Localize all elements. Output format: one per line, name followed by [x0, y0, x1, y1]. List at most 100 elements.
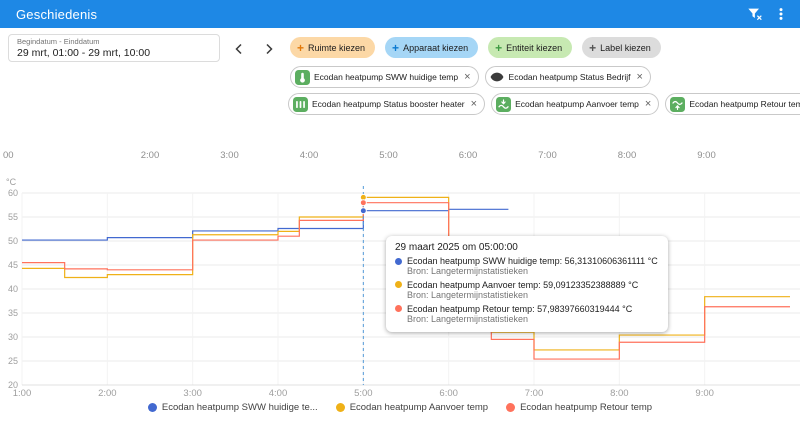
filter-remove-button[interactable] [742, 1, 768, 27]
legend-label: Ecodan heatpump SWW huidige te... [161, 402, 318, 413]
remove-icon[interactable]: × [636, 70, 643, 83]
legend-color-dot [335, 403, 345, 412]
tooltip-series-text: Ecodan heatpump Retour temp: 57,98397660… [407, 303, 633, 314]
filter-chip-label: Apparaat kiezen [403, 42, 469, 53]
top-axis-tick-label: 5:00 [379, 150, 398, 161]
entity-chip-label: Ecodan heatpump Status Bedrijf [508, 72, 631, 82]
legend-item-ecodan-heatpump-retour-temp[interactable]: Ecodan heatpump Retour temp [506, 402, 652, 413]
kebab-menu-icon [779, 8, 783, 20]
filter-chip-ruimte-kiezen[interactable]: + Ruimte kiezen [290, 37, 376, 58]
entity-chip-label: Ecodan heatpump Aanvoer temp [515, 99, 639, 109]
return-temp-icon [670, 96, 686, 112]
remove-icon[interactable]: × [470, 97, 478, 110]
chevron-right-icon [266, 43, 273, 55]
legend-item-ecodan-heatpump-aanvoer-temp[interactable]: Ecodan heatpump Aanvoer temp [335, 402, 489, 413]
date-range-picker[interactable]: Begindatum - Einddatum 29 mrt, 01:00 - 2… [8, 34, 220, 62]
x-axis-tick-label: 4:00 [269, 388, 288, 399]
chevron-left-icon [235, 43, 242, 55]
series-color-dot [395, 281, 402, 289]
app-header: Geschiedenis [0, 0, 800, 28]
top-axis-tick-label: 3:00 [220, 150, 239, 161]
entity-chip-ecodan-heatpump-retour-temp[interactable]: Ecodan heatpump Retour temp× [665, 93, 800, 115]
x-axis-tick-label: 5:00 [354, 388, 373, 399]
remove-icon[interactable]: × [644, 97, 652, 110]
legend-label: Ecodan heatpump Aanvoer temp [349, 402, 489, 413]
prev-period-button[interactable] [228, 38, 250, 60]
y-axis-tick-label: 20 [8, 380, 18, 390]
entity-chip-label: Ecodan heatpump Status booster heater [312, 99, 465, 109]
y-axis-tick-label: 60 [8, 188, 18, 198]
top-axis-tick-label: 7:00 [538, 150, 557, 161]
top-axis-tick-label: 2:00 [140, 150, 160, 161]
flow-temp-icon [496, 96, 512, 112]
legend-color-dot [506, 403, 516, 412]
x-axis-tick-label: 6:00 [439, 388, 458, 399]
highlight-point [359, 199, 367, 207]
chart-tooltip: 29 maart 2025 om 05:00:00 Ecodan heatpum… [386, 236, 668, 332]
entity-chip-ecodan-heatpump-sww-huidige-temp[interactable]: Ecodan heatpump SWW huidige temp × [290, 66, 479, 88]
top-axis-tick-label: 00 [3, 150, 14, 161]
entity-chip-ecodan-heatpump-status-bedrijf[interactable]: Ecodan heatpump Status Bedrijf × [484, 66, 651, 88]
overflow-menu-button[interactable] [768, 1, 794, 27]
page-title: Geschiedenis [16, 6, 98, 22]
plus-icon: + [392, 40, 400, 55]
x-axis-tick-label: 2:00 [98, 388, 117, 399]
y-axis-tick-label: 50 [8, 236, 18, 246]
highlight-point [359, 207, 367, 215]
y-axis-tick-label: 45 [8, 260, 18, 270]
next-period-button[interactable] [258, 38, 280, 60]
x-axis-tick-label: 8:00 [610, 388, 629, 399]
top-axis-tick-label: 4:00 [299, 150, 319, 161]
entity-chip-ecodan-heatpump-status-booster-heater[interactable]: Ecodan heatpump Status booster heater × [288, 93, 486, 115]
x-axis-tick-label: 9:00 [695, 388, 714, 399]
tooltip-series-text: Ecodan heatpump Aanvoer temp: 59,0912335… [407, 279, 639, 290]
x-axis-tick-label: 1:00 [13, 388, 32, 399]
plus-icon: + [297, 40, 305, 55]
tooltip-items: Ecodan heatpump SWW huidige temp: 56,313… [395, 256, 658, 325]
filter-chip-label-kiezen[interactable]: + Label kiezen [582, 37, 661, 58]
filter-chip-entiteit-kiezen[interactable]: + Entiteit kiezen [488, 37, 573, 58]
legend-label: Ecodan heatpump Retour temp [520, 402, 653, 413]
date-range-label: Begindatum - Einddatum [17, 37, 100, 46]
filter-chip-label: Entiteit kiezen [506, 42, 563, 53]
y-axis-tick-label: 25 [8, 356, 18, 366]
series-color-dot [395, 305, 402, 313]
filter-remove-icon [748, 8, 762, 21]
y-axis-tick-label: 35 [8, 308, 18, 318]
legend-color-dot [147, 403, 157, 412]
top-axis-tick-label: 8:00 [617, 150, 637, 161]
x-axis-tick-label: 7:00 [525, 388, 544, 399]
filter-chip-label: Ruimte kiezen [308, 42, 366, 53]
tooltip-series-text: Ecodan heatpump SWW huidige temp: 56,313… [407, 256, 658, 266]
chart-legend: Ecodan heatpump SWW huidige te... Ecodan … [0, 402, 800, 413]
timeline-time-axis: 00 2:00 3:00 4:00 5:00 6:00 7:00 8:00 9:00 [0, 150, 800, 162]
remove-icon[interactable]: × [464, 70, 471, 83]
plus-icon: + [589, 40, 597, 55]
legend-item-ecodan-heatpump-sww-huidige-te[interactable]: Ecodan heatpump SWW huidige te... [147, 402, 318, 413]
thermometer-icon [295, 69, 310, 85]
tooltip-series-item: Ecodan heatpump Aanvoer temp: 59,0912335… [395, 280, 658, 290]
series-color-dot [395, 257, 402, 265]
filter-chip-label: Label kiezen [600, 42, 651, 53]
entity-chip-ecodan-heatpump-aanvoer-temp[interactable]: Ecodan heatpump Aanvoer temp × [491, 93, 660, 115]
tooltip-series-item: Ecodan heatpump Retour temp: 57,98397660… [395, 304, 658, 314]
entity-chip-label: Ecodan heatpump SWW huidige temp [314, 72, 459, 82]
tooltip-source-text: Bron: Langetermijnstatistieken [407, 266, 529, 276]
plus-icon: + [495, 40, 503, 55]
entity-chip-row-2: Ecodan heatpump Status booster heater × Ec… [288, 93, 800, 115]
top-axis-tick-label: 9:00 [697, 150, 716, 161]
entity-chip-row-1: Ecodan heatpump SWW huidige temp × Ecodan … [290, 66, 651, 88]
tooltip-series-item: Ecodan heatpump SWW huidige temp: 56,313… [395, 256, 658, 266]
date-range-value: 29 mrt, 01:00 - 29 mrt, 10:00 [17, 47, 151, 59]
eye-icon [490, 70, 505, 85]
period-navigation [228, 38, 280, 60]
top-axis-tick-label: 6:00 [458, 150, 478, 161]
tooltip-title: 29 maart 2025 om 05:00:00 [395, 242, 518, 253]
y-axis-tick-label: 55 [8, 212, 18, 222]
filter-chip-apparaat-kiezen[interactable]: + Apparaat kiezen [385, 37, 479, 58]
filter-chip-row: + Ruimte kiezen + Apparaat kiezen + Entiteit … [290, 37, 661, 58]
y-axis-unit-label: °C [6, 177, 17, 187]
entity-chip-label: Ecodan heatpump Retour temp [689, 99, 800, 109]
y-axis-tick-label: 40 [8, 284, 18, 294]
